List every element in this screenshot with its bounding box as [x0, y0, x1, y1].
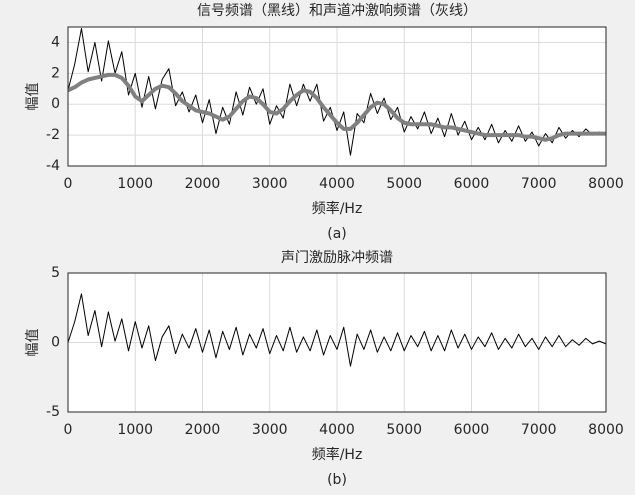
- data-line: [67, 28, 607, 156]
- x-tick-label: 2000: [185, 176, 221, 192]
- x-tick-label: 1000: [117, 422, 153, 438]
- x-tick-label: 0: [64, 422, 73, 438]
- x-tick-label: 0: [64, 176, 73, 192]
- x-tick-label: 5000: [386, 176, 422, 192]
- x-tick-label: 8000: [588, 422, 624, 438]
- axes-box: [67, 272, 607, 413]
- x-tick-label: 2000: [185, 422, 221, 438]
- y-tick-label: 2: [51, 65, 60, 81]
- data-line: [67, 293, 607, 367]
- y-tick-label: 4: [51, 34, 60, 50]
- axes-box: [67, 26, 607, 167]
- y-axis-label: 幅值: [25, 83, 41, 111]
- x-tick-label: 8000: [588, 176, 624, 192]
- y-axis-label: 幅值: [25, 329, 41, 357]
- y-tick-label: 0: [51, 335, 60, 351]
- x-tick-label: 7000: [521, 176, 557, 192]
- x-tick-label: 4000: [319, 422, 355, 438]
- x-tick-label: 6000: [454, 422, 490, 438]
- chart-title: 声门激励脉冲频谱: [281, 249, 393, 266]
- data-line: [67, 72, 606, 142]
- y-tick-label: -4: [46, 158, 60, 174]
- x-tick-label: 5000: [386, 422, 422, 438]
- y-tick-label: -2: [46, 127, 60, 143]
- x-tick-label: 3000: [252, 422, 288, 438]
- y-tick-label: 5: [51, 265, 60, 281]
- x-tick-label: 3000: [252, 176, 288, 192]
- x-axis-label: 频率/Hz: [312, 446, 363, 463]
- caption: (a): [327, 226, 347, 242]
- x-tick-label: 4000: [319, 176, 355, 192]
- x-tick-label: 7000: [521, 422, 557, 438]
- caption: (b): [327, 472, 347, 488]
- y-tick-label: 0: [51, 96, 60, 112]
- x-axis-label: 频率/Hz: [312, 200, 363, 217]
- chart-title: 信号频谱（黑线）和声道冲激响频谱（灰线）: [197, 2, 477, 19]
- x-tick-label: 6000: [454, 176, 490, 192]
- y-tick-label: -5: [46, 404, 60, 420]
- x-tick-label: 1000: [117, 176, 153, 192]
